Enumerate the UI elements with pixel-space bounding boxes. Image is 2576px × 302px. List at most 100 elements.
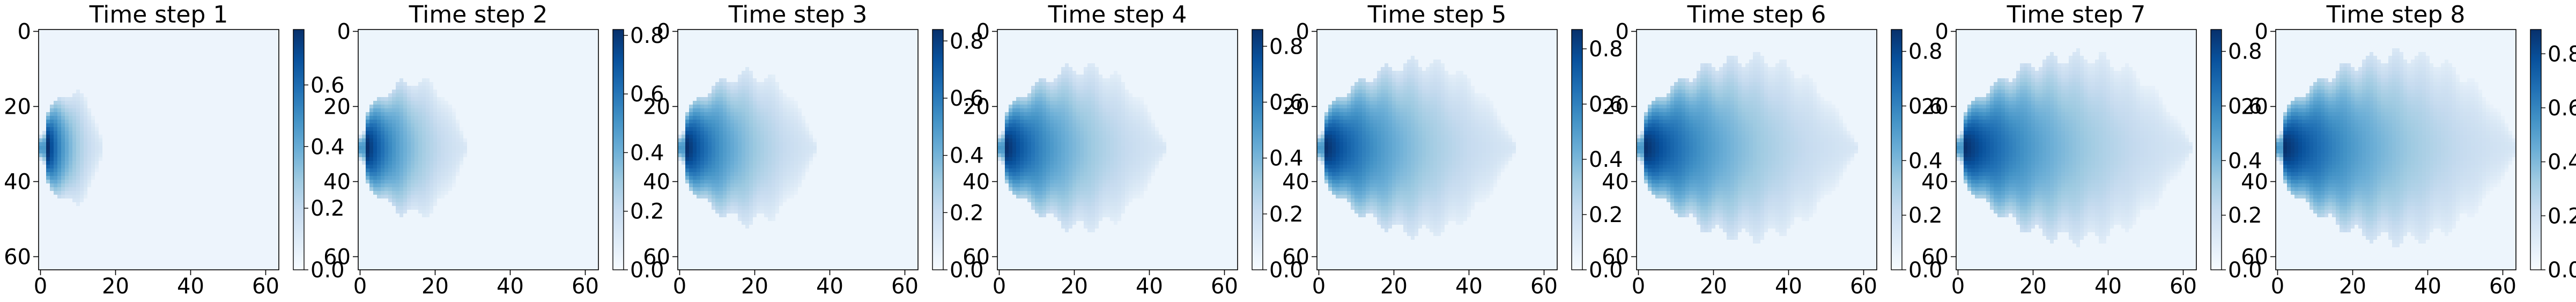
heatmap-cell xyxy=(69,153,72,157)
heatmap-cell xyxy=(1407,63,1411,67)
heatmap-cell xyxy=(783,127,787,131)
heatmap-cell xyxy=(1377,90,1381,93)
heatmap-cell xyxy=(1027,172,1031,176)
heatmap-cell xyxy=(1057,75,1061,78)
heatmap-cell xyxy=(760,86,764,90)
heatmap-cell xyxy=(1102,138,1106,142)
heatmap-cell xyxy=(764,105,768,108)
heatmap-cell xyxy=(783,157,787,161)
heatmap-cell xyxy=(1437,127,1441,131)
heatmap-cell xyxy=(1039,120,1042,123)
heatmap-cell xyxy=(689,120,693,123)
heatmap-cell xyxy=(1422,146,1426,150)
heatmap-cell xyxy=(1336,150,1339,153)
heatmap-cell xyxy=(452,165,456,168)
heatmap-cell xyxy=(775,210,779,213)
heatmap-cell xyxy=(1072,146,1076,150)
heatmap-cell xyxy=(1362,112,1366,116)
heatmap-cell xyxy=(403,101,407,105)
heatmap-cell xyxy=(749,105,753,108)
heatmap-cell xyxy=(72,101,76,105)
heatmap-cell xyxy=(1084,135,1087,138)
heatmap-cell xyxy=(1102,198,1106,202)
heatmap-cell xyxy=(1080,116,1084,120)
heatmap-cell xyxy=(1091,131,1095,135)
heatmap-cell xyxy=(80,176,84,180)
heatmap-cell xyxy=(1016,183,1020,187)
heatmap-cell xyxy=(1091,108,1095,112)
heatmap-cell xyxy=(369,123,373,127)
heatmap-cell xyxy=(430,123,433,127)
heatmap-cell xyxy=(1159,138,1163,142)
heatmap-cell xyxy=(715,157,719,161)
heatmap-cell xyxy=(1020,191,1024,195)
heatmap-cell xyxy=(775,123,779,127)
heatmap-cell xyxy=(1490,150,1493,153)
heatmap-cell xyxy=(388,131,392,135)
heatmap-cell xyxy=(1132,127,1136,131)
heatmap-cell xyxy=(685,172,689,176)
heatmap-cell xyxy=(407,150,411,153)
heatmap-cell xyxy=(1140,176,1144,180)
heatmap-cell xyxy=(1403,165,1407,168)
heatmap-cell xyxy=(1095,198,1099,202)
heatmap-cell xyxy=(369,161,373,165)
heatmap-cell xyxy=(1042,150,1046,153)
heatmap-cell xyxy=(997,146,1001,150)
heatmap-cell xyxy=(768,176,772,180)
heatmap-cell xyxy=(72,105,76,108)
heatmap-cell xyxy=(1403,127,1407,131)
heatmap-cell xyxy=(426,183,430,187)
heatmap-cell xyxy=(1132,131,1136,135)
heatmap-cell xyxy=(1385,82,1388,86)
heatmap-cell xyxy=(757,210,760,213)
heatmap-cell xyxy=(1020,97,1024,101)
heatmap-cell xyxy=(749,213,753,217)
heatmap-cell xyxy=(1493,157,1497,161)
heatmap-cell xyxy=(685,131,689,135)
heatmap-cell xyxy=(1347,165,1351,168)
heatmap-cell xyxy=(414,157,418,161)
heatmap-cell xyxy=(1080,112,1084,116)
heatmap-cell xyxy=(1445,108,1448,112)
heatmap-cell xyxy=(1366,161,1370,165)
heatmap-cell xyxy=(798,161,802,165)
heatmap-cell xyxy=(749,172,753,176)
heatmap-cell xyxy=(1121,157,1125,161)
heatmap-cell xyxy=(1475,135,1478,138)
heatmap-cell xyxy=(745,90,749,93)
colorbar xyxy=(612,29,624,270)
heatmap-cell xyxy=(1385,86,1388,90)
heatmap-cell xyxy=(1373,82,1377,86)
heatmap-cell xyxy=(775,198,779,202)
heatmap-cell xyxy=(1388,67,1392,71)
heatmap-cell xyxy=(1087,217,1091,221)
heatmap-cell xyxy=(437,101,441,105)
heatmap-cell xyxy=(384,161,388,165)
heatmap-cell xyxy=(76,123,80,127)
heatmap-cell xyxy=(1061,198,1065,202)
heatmap-cell xyxy=(1422,101,1426,105)
heatmap-cell xyxy=(1140,108,1144,112)
heatmap-cell xyxy=(437,131,441,135)
y-tick-label: 40 xyxy=(323,170,351,195)
x-tick-label: 20 xyxy=(102,274,129,299)
heatmap-cell xyxy=(783,112,787,116)
heatmap-cell xyxy=(719,108,723,112)
heatmap-cell xyxy=(772,161,775,165)
heatmap-cell xyxy=(1362,97,1366,101)
heatmap-cell xyxy=(753,187,757,191)
heatmap-cell xyxy=(1452,135,1456,138)
heatmap-cell xyxy=(745,198,749,202)
heatmap-cell xyxy=(448,176,452,180)
heatmap-cell xyxy=(1151,123,1155,127)
heatmap-cell xyxy=(757,97,760,101)
heatmap-cell xyxy=(1009,123,1012,127)
heatmap-cell xyxy=(1339,161,1343,165)
heatmap-cell xyxy=(1373,108,1377,112)
heatmap-cell xyxy=(1121,120,1125,123)
heatmap-cell xyxy=(1377,168,1381,172)
heatmap-cell xyxy=(1046,198,1050,202)
heatmap-cell xyxy=(1084,67,1087,71)
heatmap-cell xyxy=(790,165,794,168)
